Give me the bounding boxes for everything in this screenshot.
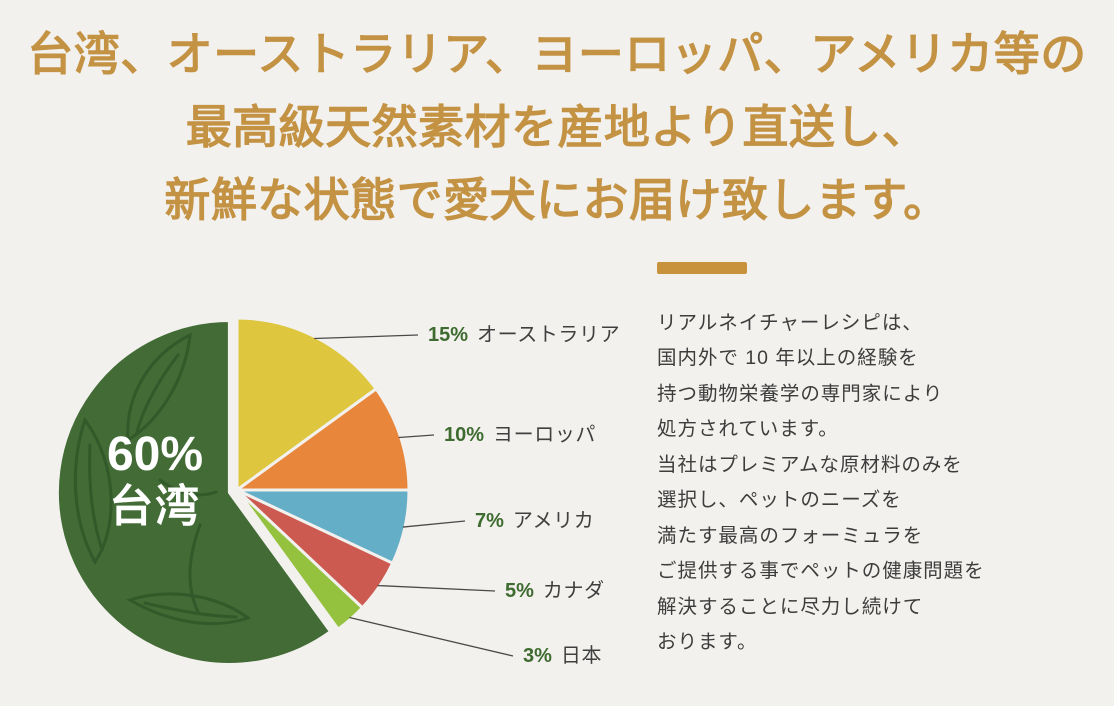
pie-callout-canada: 5% カナダ bbox=[505, 578, 605, 604]
callout-line-3 bbox=[377, 584, 496, 592]
callout-label: 日本 bbox=[560, 645, 603, 667]
leafy-greens-illustration bbox=[73, 332, 252, 626]
description-panel: リアルネイチャーレシピは、 国内外で 10 年以上の経験を 持つ動物栄養学の専門… bbox=[657, 262, 1097, 661]
pie-slice-0 bbox=[235, 316, 378, 492]
pie-callout-australia: 15% オーストラリア bbox=[428, 322, 620, 348]
callout-label: ヨーロッパ bbox=[493, 424, 597, 446]
gold-divider bbox=[657, 262, 747, 274]
heading-line-3: 新鮮な状態で愛犬にお届け致します。 bbox=[164, 174, 950, 226]
page-title: 台湾、オーストラリア、ヨーロッパ、アメリカ等の 最高級天然素材を産地より直送し、… bbox=[0, 18, 1114, 237]
callout-label: アメリカ bbox=[512, 510, 595, 532]
pie-callout-europe: 10% ヨーロッパ bbox=[444, 422, 596, 448]
callout-percent: 7% bbox=[475, 510, 504, 532]
pie-chart-svg bbox=[55, 316, 514, 666]
callout-percent: 10% bbox=[444, 424, 485, 446]
callout-line-1 bbox=[398, 434, 435, 439]
callout-line-0 bbox=[314, 334, 419, 340]
callout-line-4 bbox=[349, 616, 514, 657]
callout-percent: 3% bbox=[523, 645, 552, 667]
heading-line-1: 台湾、オーストラリア、ヨーロッパ、アメリカ等の bbox=[27, 28, 1087, 80]
callout-line-2 bbox=[402, 520, 466, 528]
pie-callout-japan: 3% 日本 bbox=[523, 643, 602, 669]
pie-slice-4 bbox=[235, 488, 364, 631]
pie-slice-5 bbox=[55, 318, 332, 666]
description-text: リアルネイチャーレシピは、 国内外で 10 年以上の経験を 持つ動物栄養学の専門… bbox=[657, 312, 985, 654]
callout-percent: 5% bbox=[505, 580, 534, 602]
callout-label: オーストラリア bbox=[477, 324, 621, 346]
callout-percent: 15% bbox=[428, 324, 469, 346]
pie-callout-america: 7% アメリカ bbox=[475, 508, 594, 534]
pie-chart-section: 60% 台湾 15% オーストラリア 10% ヨーロッパ 7% アメリカ 5% カナダ … bbox=[40, 300, 680, 700]
callout-label: カナダ bbox=[542, 580, 605, 602]
heading-line-2: 最高級天然素材を産地より直送し、 bbox=[185, 101, 929, 153]
